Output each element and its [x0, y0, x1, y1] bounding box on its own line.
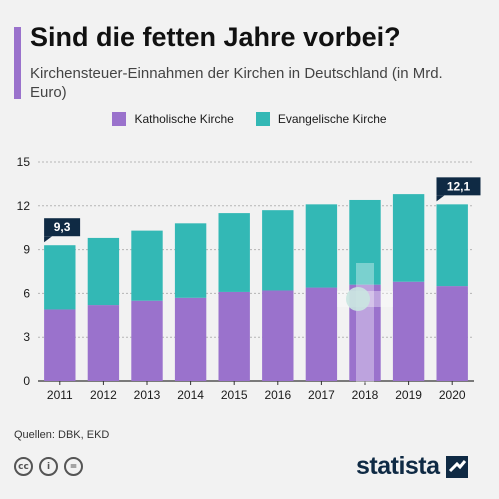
chart-legend: Katholische Kirche Evangelische Kirche — [0, 112, 499, 126]
cc-icon[interactable]: cc — [14, 457, 33, 476]
nd-icon[interactable]: = — [64, 457, 83, 476]
y-tick-label: 3 — [23, 330, 30, 344]
x-tick-label: 2016 — [264, 388, 291, 402]
brand-name: statista — [356, 452, 440, 480]
y-tick-label: 6 — [23, 286, 30, 300]
x-tick-label: 2011 — [47, 388, 73, 402]
bar-segment-katholisch — [262, 290, 294, 381]
x-tick-label: 2019 — [395, 388, 422, 402]
value-callout-label: 9,3 — [54, 220, 71, 234]
legend-label: Evangelische Kirche — [277, 112, 387, 126]
statista-mark-icon — [445, 455, 468, 478]
bar-segment-katholisch — [44, 309, 76, 381]
chart-subtitle: Kirchensteuer-Einnahmen der Kirchen in D… — [30, 65, 443, 101]
legend-swatch-evangelisch — [255, 112, 270, 126]
y-tick-label: 12 — [17, 199, 31, 213]
value-callout-box — [44, 218, 81, 237]
bar-segment-evangelisch — [262, 210, 294, 291]
y-tick-label: 15 — [17, 155, 31, 169]
value-callout-box — [436, 177, 481, 196]
bar-segment-evangelisch — [392, 194, 425, 282]
by-icon[interactable]: i — [39, 457, 58, 476]
bar-segment-evangelisch — [44, 245, 76, 310]
bar-segment-katholisch — [174, 297, 207, 381]
value-callout-label: 12,1 — [447, 179, 471, 193]
legend-label: Katholische Kirche — [134, 112, 234, 126]
license-icons: cc i = — [14, 457, 83, 476]
bar-segment-katholisch — [392, 281, 425, 381]
bar-segment-evangelisch — [131, 230, 163, 301]
y-tick-label: 9 — [23, 243, 30, 257]
legend-item-katholisch: Katholische Kirche — [112, 112, 234, 126]
bar-segment-evangelisch — [87, 237, 120, 306]
bar-segment-katholisch — [131, 300, 163, 381]
bar-segment-katholisch — [436, 286, 468, 381]
x-tick-label: 2013 — [134, 388, 161, 402]
x-tick-label: 2020 — [439, 388, 466, 402]
bar-segment-evangelisch — [218, 213, 250, 292]
title-accent-bar — [14, 27, 21, 99]
bar-segment-evangelisch — [436, 204, 468, 287]
value-callout-pointer — [436, 195, 445, 202]
x-tick-label: 2018 — [352, 388, 379, 402]
x-tick-label: 2015 — [221, 388, 248, 402]
cross-overlay-circle — [346, 287, 370, 311]
chart-title: Sind die fetten Jahre vorbei? — [30, 22, 401, 52]
x-tick-label: 2012 — [90, 388, 117, 402]
legend-item-evangelisch: Evangelische Kirche — [255, 112, 387, 126]
bar-segment-katholisch — [218, 291, 250, 381]
y-tick-label: 0 — [23, 374, 30, 388]
cross-overlay-vertical — [356, 263, 374, 383]
value-callout-pointer — [44, 236, 53, 243]
bar-segment-evangelisch — [305, 204, 338, 288]
x-tick-label: 2014 — [177, 388, 204, 402]
bar-segment-evangelisch — [349, 199, 381, 285]
x-tick-label: 2017 — [308, 388, 335, 402]
bar-segment-katholisch — [305, 287, 338, 381]
bar-segment-evangelisch — [174, 223, 207, 298]
legend-swatch-katholisch — [112, 112, 127, 126]
statista-logo[interactable]: statista — [356, 452, 468, 481]
bar-segment-katholisch — [87, 305, 120, 381]
source-note: Quellen: DBK, EKD — [14, 429, 110, 441]
